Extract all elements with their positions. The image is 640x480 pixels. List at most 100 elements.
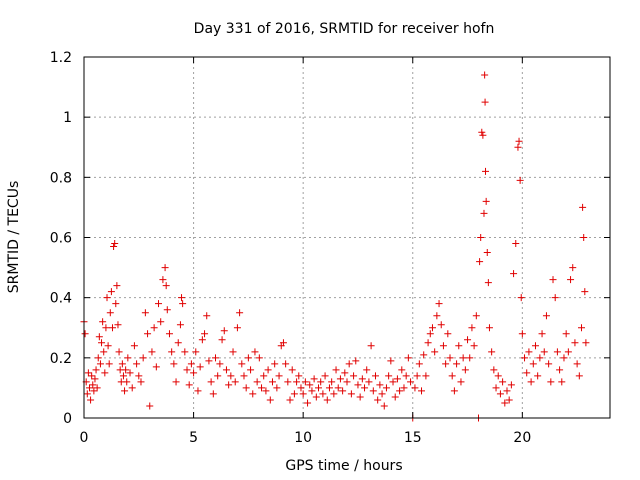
data-point [94, 354, 102, 362]
data-point [461, 366, 469, 374]
data-point [306, 381, 314, 389]
data-point [218, 336, 226, 344]
y-axis-label: SRMTID / TECUs [6, 181, 22, 294]
data-point [391, 393, 399, 401]
data-point [201, 330, 209, 338]
data-point [545, 360, 553, 368]
data-point [172, 378, 180, 386]
data-point [121, 387, 129, 395]
data-point [321, 372, 329, 380]
data-point [457, 378, 465, 386]
data-point [255, 354, 263, 362]
data-point [196, 363, 204, 371]
data-point [540, 348, 548, 356]
data-point [488, 348, 496, 356]
data-point [128, 384, 136, 392]
data-point [88, 372, 96, 380]
data-point [90, 387, 98, 395]
data-point [111, 240, 119, 248]
data-point [148, 348, 156, 356]
data-point [98, 339, 106, 347]
data-point [268, 378, 276, 386]
data-point [225, 381, 233, 389]
data-point [482, 167, 490, 175]
data-point [564, 348, 572, 356]
data-point [444, 330, 452, 338]
data-point [161, 264, 169, 272]
data-point [481, 71, 489, 79]
data-point [310, 375, 318, 383]
data-point [424, 339, 432, 347]
data-point [122, 366, 130, 374]
data-point [531, 342, 539, 350]
data-point [163, 306, 171, 314]
data-point [273, 384, 281, 392]
data-point [168, 348, 176, 356]
data-point [367, 342, 375, 350]
data-point [472, 312, 480, 320]
data-point [466, 354, 474, 362]
data-point [304, 399, 312, 407]
data-point [345, 360, 353, 368]
data-point [523, 369, 531, 377]
data-point [103, 294, 111, 302]
data-point [146, 402, 154, 410]
data-point [352, 357, 360, 365]
data-point [470, 342, 478, 350]
y-tick-label: 0.8 [50, 170, 72, 186]
data-point [517, 294, 525, 302]
data-point [529, 360, 537, 368]
data-point [165, 330, 173, 338]
data-point [185, 381, 193, 389]
data-point [448, 372, 456, 380]
data-point [271, 360, 279, 368]
data-point [484, 279, 492, 287]
data-point [319, 390, 327, 398]
data-point [365, 378, 373, 386]
y-tick-label: 0.2 [50, 351, 72, 367]
data-point [382, 384, 390, 392]
data-point [527, 378, 535, 386]
data-point [510, 270, 518, 278]
data-point [573, 360, 581, 368]
data-point [83, 390, 91, 398]
data-point [358, 375, 366, 383]
data-point [562, 330, 570, 338]
data-point [152, 363, 160, 371]
data-point [222, 366, 230, 374]
data-point [455, 342, 463, 350]
data-point [181, 348, 189, 356]
data-point [341, 369, 349, 377]
data-point [398, 366, 406, 374]
data-point [477, 234, 485, 241]
data-point [578, 324, 586, 332]
data-point [183, 366, 191, 374]
data-point [205, 357, 213, 365]
data-point [479, 131, 487, 139]
data-point [420, 351, 428, 359]
data-point [105, 360, 113, 368]
data-point [236, 309, 244, 317]
data-point [435, 300, 443, 308]
data-point [330, 390, 338, 398]
data-point [354, 381, 362, 389]
data-point [332, 366, 340, 374]
data-point [431, 348, 439, 356]
data-point [198, 336, 206, 344]
data-point [374, 396, 382, 404]
data-point [496, 390, 504, 398]
data-point [209, 390, 217, 398]
data-point [203, 312, 211, 320]
data-point [512, 240, 520, 248]
data-point [433, 312, 441, 320]
data-point [538, 330, 546, 338]
data-point [478, 128, 486, 136]
data-point [402, 372, 410, 380]
data-point [96, 360, 104, 368]
data-point [369, 387, 377, 395]
x-axis-label: GPS time / hours [285, 458, 402, 474]
data-point [112, 300, 120, 308]
data-point [157, 318, 165, 326]
data-point [450, 387, 458, 395]
data-point [446, 354, 454, 362]
